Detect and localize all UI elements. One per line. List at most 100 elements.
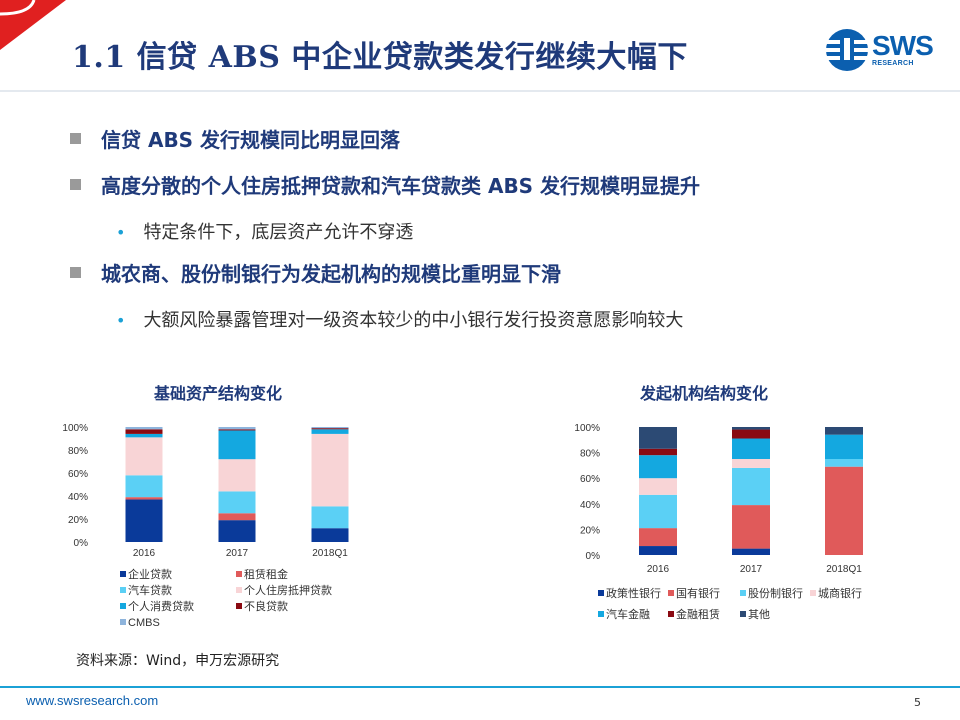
y-tick-label: 20% [68, 515, 88, 526]
x-tick-label: 2017 [740, 564, 763, 575]
bar-segment [218, 427, 256, 430]
dot-bullet-icon: • [116, 311, 126, 330]
legend-label: 其他 [748, 608, 770, 621]
legend-label: 不良贷款 [244, 599, 288, 613]
bar-segment [825, 427, 863, 435]
bar-segment [218, 491, 256, 514]
bar-segment [639, 448, 677, 456]
legend-label: 个人住房抵押贷款 [244, 583, 332, 597]
legend-label: 城商银行 [818, 586, 862, 600]
bar-segment [732, 459, 770, 468]
legend-label: 汽车贷款 [128, 583, 172, 597]
legend-swatch [598, 590, 604, 596]
bar-segment [218, 459, 256, 492]
footer-divider [0, 686, 960, 688]
sub-bullet-2: • 大额风险暴露管理对一级资本较少的中小银行发行投资意愿影响较大 [116, 310, 684, 331]
sws-logo [820, 26, 940, 76]
bar-segment [825, 466, 863, 555]
y-tick-label: 100% [574, 423, 600, 434]
bar-segment [732, 548, 770, 555]
chart-title-assets: 基础资产结构变化 [154, 384, 283, 403]
bar-segment [125, 497, 163, 500]
legend-swatch [120, 603, 126, 609]
bar-segment [825, 434, 863, 459]
bar-segment [732, 427, 770, 430]
footer-url-link[interactable]: www.swsresearch.com [26, 693, 159, 708]
x-tick-label: 2016 [133, 548, 156, 559]
y-tick-label: 40% [68, 492, 88, 503]
legend-label: 金融租赁 [676, 607, 720, 621]
bullet-1: 信贷 ABS 发行规模同比明显回落 [70, 124, 400, 153]
legend-swatch [120, 587, 126, 593]
sws-logo-icon [824, 29, 870, 71]
bar-segment [218, 430, 256, 460]
legend-swatch [236, 571, 242, 577]
bar-segment [125, 437, 163, 476]
legend-label: CMBS [128, 617, 160, 629]
bar-segment [125, 433, 163, 438]
bar-segment [639, 546, 677, 555]
bar-segment [311, 429, 349, 434]
x-tick-label: 2018Q1 [312, 548, 348, 559]
bar-segment [732, 467, 770, 506]
legend-label: 政策性银行 [606, 586, 661, 600]
legend-swatch [120, 619, 126, 625]
legend-swatch [120, 571, 126, 577]
legend-swatch [598, 611, 604, 617]
bar-segment [732, 438, 770, 459]
legend-swatch [668, 590, 674, 596]
y-tick-label: 60% [68, 469, 88, 480]
bar-segment [218, 513, 256, 521]
x-tick-label: 2016 [647, 564, 670, 575]
bar-segment [639, 478, 677, 495]
logo-text: SWS [872, 30, 934, 61]
legend-label: 租赁租金 [244, 567, 288, 581]
page-title: 1.1 信贷 ABS 中企业贷款类发行继续大幅下 [72, 40, 688, 75]
bar-segment [639, 528, 677, 547]
legend-swatch [668, 611, 674, 617]
y-tick-label: 20% [580, 525, 600, 536]
bar-segment [732, 429, 770, 439]
y-tick-label: 60% [580, 474, 600, 485]
y-tick-label: 40% [580, 500, 600, 511]
bar-segment [311, 506, 349, 529]
x-tick-label: 2018Q1 [826, 564, 862, 575]
sub-bullet-1: • 特定条件下，底层资产允许不穿透 [116, 222, 414, 243]
legend-swatch [236, 603, 242, 609]
bullet-2: 高度分散的个人住房抵押贷款和汽车贷款类 ABS 发行规模明显提升 [70, 170, 700, 199]
legend-label: 国有银行 [676, 586, 720, 600]
bar-segment [639, 427, 677, 449]
legend-swatch [740, 590, 746, 596]
source-note: 资料来源：Wind，申万宏源研究 [76, 653, 280, 669]
chart-title-issuers: 发起机构结构变化 [640, 384, 769, 403]
legend-label: 个人消费贷款 [128, 599, 194, 613]
y-tick-label: 100% [62, 423, 88, 434]
legend-swatch [740, 611, 746, 617]
square-bullet-icon [70, 133, 81, 144]
dot-bullet-icon: • [116, 223, 126, 242]
bar-segment [311, 528, 349, 542]
logo-subtext: RESEARCH [872, 60, 914, 67]
bar-segment [825, 459, 863, 467]
page-number: 5 [914, 696, 921, 709]
chart-asset-structure: 0% 20% 40% 60% 80% 100% 2016 2017 2018Q1 企业贷款 租赁租金… [62, 423, 349, 629]
y-tick-label: 0% [586, 551, 601, 562]
bar-segment [125, 475, 163, 498]
legend-label: 汽车金融 [606, 607, 650, 621]
bar-segment [125, 429, 163, 434]
y-tick-label: 80% [68, 446, 88, 457]
square-bullet-icon [70, 267, 81, 278]
bar-segment [218, 520, 256, 542]
bar-segment [732, 505, 770, 549]
bar-segment [311, 428, 349, 430]
y-tick-label: 0% [74, 538, 89, 549]
square-bullet-icon [70, 179, 81, 190]
legend-swatch [236, 587, 242, 593]
bar-segment [639, 494, 677, 529]
bar-segment [218, 429, 256, 431]
title-bar [0, 0, 960, 92]
bar-segment [125, 499, 163, 542]
chart-issuer-structure: 0% 20% 40% 60% 80% 100% 2016 2017 2018Q1 政策性银行 国有银… [574, 423, 863, 621]
bullet-3: 城农商、股份制银行为发起机构的规模比重明显下滑 [70, 258, 561, 287]
bar-segment [125, 427, 163, 430]
